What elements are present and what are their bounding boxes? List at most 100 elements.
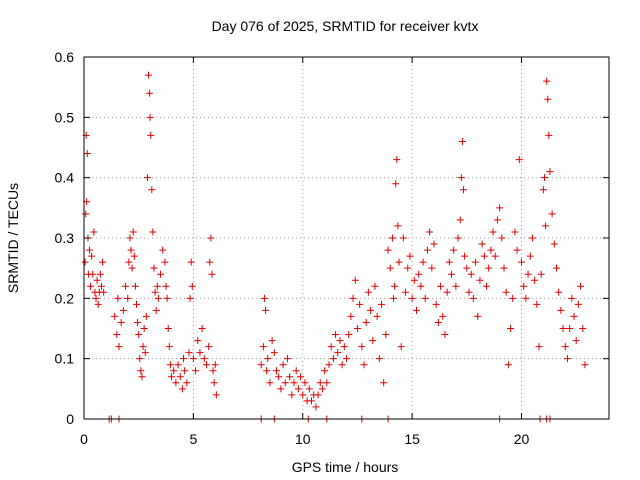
data-point — [557, 306, 565, 314]
chart-title: Day 076 of 2025, SRMTID for receiver kvt… — [212, 18, 479, 34]
data-point — [275, 373, 283, 381]
data-point — [196, 349, 204, 357]
data-point — [205, 343, 213, 351]
x-tick-label: 10 — [295, 431, 311, 447]
data-point — [263, 367, 271, 375]
data-point — [312, 403, 320, 411]
data-point — [430, 240, 438, 248]
y-tick-label: 0 — [66, 411, 74, 427]
data-point — [260, 294, 268, 302]
axis-ticks — [83, 56, 609, 420]
data-point — [397, 343, 405, 351]
data-point — [161, 258, 169, 266]
data-point — [474, 312, 482, 320]
data-point — [172, 379, 180, 387]
data-point — [540, 174, 548, 182]
data-point — [572, 337, 580, 345]
data-point — [423, 246, 431, 254]
data-point — [561, 343, 569, 351]
data-point — [467, 270, 475, 278]
y-tick-label: 0.5 — [55, 109, 75, 125]
data-point — [546, 168, 554, 176]
data-point — [137, 367, 145, 375]
data-point — [145, 71, 153, 79]
data-point — [351, 276, 359, 284]
data-point — [130, 252, 138, 260]
data-point — [542, 222, 550, 230]
data-point — [545, 131, 553, 139]
data-point — [318, 385, 326, 393]
data-point — [531, 276, 539, 284]
data-point — [207, 234, 215, 242]
data-point — [568, 294, 576, 302]
data-point — [395, 258, 403, 266]
data-point — [450, 246, 458, 254]
data-point — [465, 288, 473, 296]
data-point — [314, 391, 322, 399]
data-point — [92, 294, 100, 302]
data-point — [206, 258, 214, 266]
data-point — [148, 186, 156, 194]
data-point — [441, 331, 449, 339]
data-point — [323, 379, 331, 387]
x-tick-label: 0 — [80, 431, 88, 447]
data-point — [136, 355, 144, 363]
data-point — [452, 282, 460, 290]
data-point — [139, 343, 147, 351]
data-point — [124, 294, 132, 302]
data-point — [393, 156, 401, 164]
data-point — [185, 349, 193, 357]
data-point — [513, 246, 521, 254]
data-point — [325, 361, 333, 369]
data-point — [170, 367, 178, 375]
data-point — [394, 222, 402, 230]
data-point — [428, 264, 436, 272]
data-point — [362, 318, 370, 326]
data-point — [434, 318, 442, 326]
data-point — [550, 240, 558, 248]
data-point — [356, 300, 364, 308]
data-point — [574, 300, 582, 308]
data-point — [89, 270, 97, 278]
data-point — [133, 300, 140, 308]
data-point — [406, 252, 414, 260]
data-point — [437, 282, 445, 290]
data-points — [81, 71, 589, 423]
data-point — [183, 379, 191, 387]
x-axis-label: GPS time / hours — [292, 459, 399, 475]
data-point — [153, 282, 161, 290]
y-tick-label: 0.1 — [55, 351, 75, 367]
data-point — [369, 337, 377, 345]
data-point — [100, 288, 108, 296]
data-point — [509, 294, 517, 302]
data-point — [476, 276, 484, 284]
data-point — [456, 216, 464, 224]
data-point — [472, 258, 480, 266]
data-point — [380, 379, 388, 387]
data-point — [417, 282, 425, 290]
data-point — [544, 95, 552, 103]
data-point — [165, 343, 173, 351]
data-point — [426, 228, 434, 236]
data-point — [524, 270, 532, 278]
data-point — [491, 252, 499, 260]
data-point — [360, 361, 368, 369]
data-point — [288, 391, 296, 399]
data-point — [98, 282, 105, 290]
data-point — [443, 288, 451, 296]
data-point — [413, 306, 420, 314]
data-point — [454, 234, 462, 242]
data-point — [364, 288, 372, 296]
data-point — [566, 325, 574, 332]
data-point — [581, 361, 589, 369]
data-point — [480, 252, 488, 260]
data-point — [83, 150, 91, 158]
data-point — [553, 264, 560, 272]
data-point — [273, 367, 280, 375]
data-point — [358, 343, 366, 351]
data-point — [305, 385, 313, 393]
data-point — [122, 282, 130, 290]
data-point — [340, 343, 348, 351]
data-point — [262, 306, 270, 314]
data-point — [203, 361, 210, 369]
